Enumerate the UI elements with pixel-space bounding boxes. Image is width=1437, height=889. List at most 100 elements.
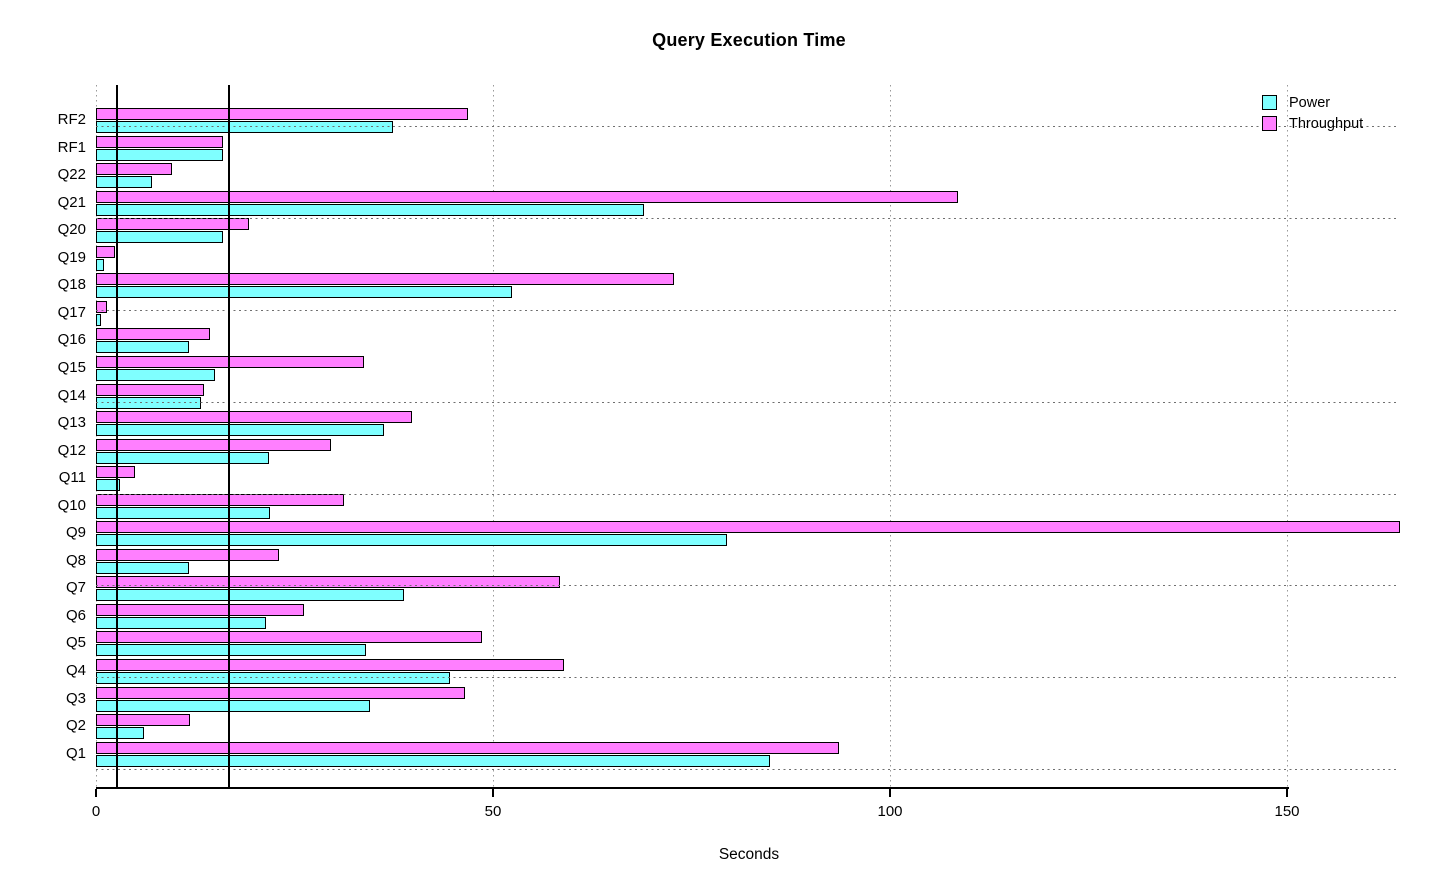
- bar-power-q8: [96, 561, 190, 574]
- bar-throughput-q19: [96, 245, 116, 258]
- y-tick-label-q17: Q17: [57, 303, 86, 321]
- gridline-vertical-150: [1286, 85, 1288, 787]
- bar-power-q11: [96, 479, 121, 492]
- x-tick-150: [1286, 789, 1288, 797]
- y-tick-label-q22: Q22: [57, 166, 86, 184]
- bar-power-q20: [96, 231, 223, 244]
- gridline-vertical-100: [889, 85, 891, 787]
- y-tick-label-q5: Q5: [65, 634, 86, 652]
- x-tick-100: [889, 789, 891, 797]
- bar-power-q7: [96, 589, 404, 602]
- y-tick-label-q18: Q18: [57, 276, 86, 294]
- x-tick-label-100: 100: [877, 803, 903, 820]
- bar-power-q21: [96, 203, 645, 216]
- gridline-horizontal-6: [96, 218, 1397, 220]
- reference-line-1: [227, 85, 230, 787]
- y-tick-label-q14: Q14: [57, 386, 86, 404]
- bar-throughput-q4: [96, 659, 565, 671]
- y-tick-label-rf2: RF2: [57, 111, 86, 128]
- x-tick-label-0: 0: [91, 803, 101, 820]
- bar-throughput-q1: [96, 741, 839, 754]
- y-tick-label-q6: Q6: [65, 606, 86, 624]
- bar-throughput-q18: [96, 273, 674, 286]
- y-tick-label-q7: Q7: [65, 579, 86, 597]
- y-tick-label-q10: Q10: [57, 496, 86, 514]
- legend-item-throughput: Throughput: [1262, 113, 1363, 134]
- x-tick-label-50: 50: [484, 803, 502, 820]
- bar-throughput-q2: [96, 714, 191, 727]
- bar-power-q1: [96, 754, 770, 767]
- x-tick-50: [492, 789, 494, 797]
- bar-power-q9: [96, 534, 727, 547]
- y-tick-label-q3: Q3: [65, 689, 86, 707]
- bar-power-q13: [96, 424, 384, 437]
- bar-throughput-q22: [96, 163, 172, 176]
- x-axis-label: Seconds: [718, 846, 780, 863]
- gridline-horizontal-5: [96, 310, 1397, 311]
- legend-label-power: Power: [1289, 94, 1331, 111]
- x-tick-label-150: 150: [1274, 803, 1300, 820]
- y-tick-label-q16: Q16: [57, 331, 86, 349]
- bar-throughput-q15: [96, 355, 364, 368]
- gridline-horizontal-3: [96, 493, 1397, 495]
- y-tick-label-q8: Q8: [65, 551, 86, 569]
- gridline-horizontal-7: [96, 126, 1397, 128]
- bar-power-q22: [96, 176, 152, 189]
- bar-power-q15: [96, 368, 215, 381]
- bar-power-q3: [96, 699, 371, 712]
- y-tick-label-q4: Q4: [65, 662, 86, 679]
- bar-power-q6: [96, 616, 266, 629]
- bar-power-q17: [96, 313, 102, 326]
- y-tick-label-q13: Q13: [57, 414, 86, 432]
- legend: Power Throughput: [1262, 92, 1363, 134]
- gridline-horizontal-4: [96, 401, 1397, 403]
- bar-throughput-q8: [96, 548, 280, 561]
- y-tick-label-q1: Q1: [65, 744, 86, 762]
- bar-throughput-q14: [96, 383, 205, 396]
- y-tick-label-q12: Q12: [57, 441, 86, 459]
- x-tick-0: [95, 789, 97, 797]
- bar-throughput-q16: [96, 328, 210, 341]
- bar-throughput-q17: [96, 300, 107, 313]
- bar-throughput-rf1: [96, 135, 224, 148]
- bar-power-q5: [96, 644, 367, 657]
- legend-label-throughput: Throughput: [1289, 115, 1364, 132]
- chart-title: Query Execution Time: [652, 30, 846, 50]
- bar-power-q16: [96, 341, 189, 354]
- bar-throughput-q5: [96, 631, 482, 644]
- gridline-horizontal-0: [96, 769, 1397, 770]
- bar-power-q10: [96, 506, 271, 519]
- gridline-horizontal-2: [96, 585, 1397, 587]
- reference-line-0: [115, 85, 118, 787]
- y-tick-label-q20: Q20: [57, 221, 86, 239]
- bar-power-q19: [96, 258, 104, 271]
- legend-swatch-power: [1262, 95, 1277, 110]
- y-tick-label-q2: Q2: [65, 717, 86, 735]
- bar-throughput-q20: [96, 218, 249, 231]
- bar-throughput-q12: [96, 438, 331, 451]
- bar-throughput-rf2: [96, 108, 468, 120]
- y-tick-label-q21: Q21: [57, 193, 86, 211]
- bar-throughput-q11: [96, 466, 135, 479]
- y-tick-label-q9: Q9: [65, 524, 86, 542]
- bar-throughput-q7: [96, 576, 561, 589]
- bar-throughput-q13: [96, 411, 412, 424]
- y-tick-label-rf1: RF1: [57, 138, 86, 156]
- bar-throughput-q10: [96, 493, 345, 506]
- legend-item-power: Power: [1262, 92, 1363, 113]
- bar-throughput-q9: [96, 521, 1401, 534]
- x-axis-line: [96, 787, 1289, 789]
- y-tick-label-q11: Q11: [58, 469, 86, 487]
- bar-throughput-q21: [96, 190, 958, 203]
- bar-power-rf1: [96, 148, 224, 161]
- gridline-vertical-50: [492, 85, 494, 787]
- bar-power-q2: [96, 727, 145, 740]
- gridline-horizontal-1: [96, 677, 1397, 679]
- bar-throughput-q3: [96, 686, 465, 699]
- legend-swatch-throughput: [1262, 116, 1277, 131]
- y-tick-label-q15: Q15: [57, 358, 86, 376]
- y-tick-label-q19: Q19: [57, 248, 86, 266]
- bar-power-q18: [96, 286, 512, 299]
